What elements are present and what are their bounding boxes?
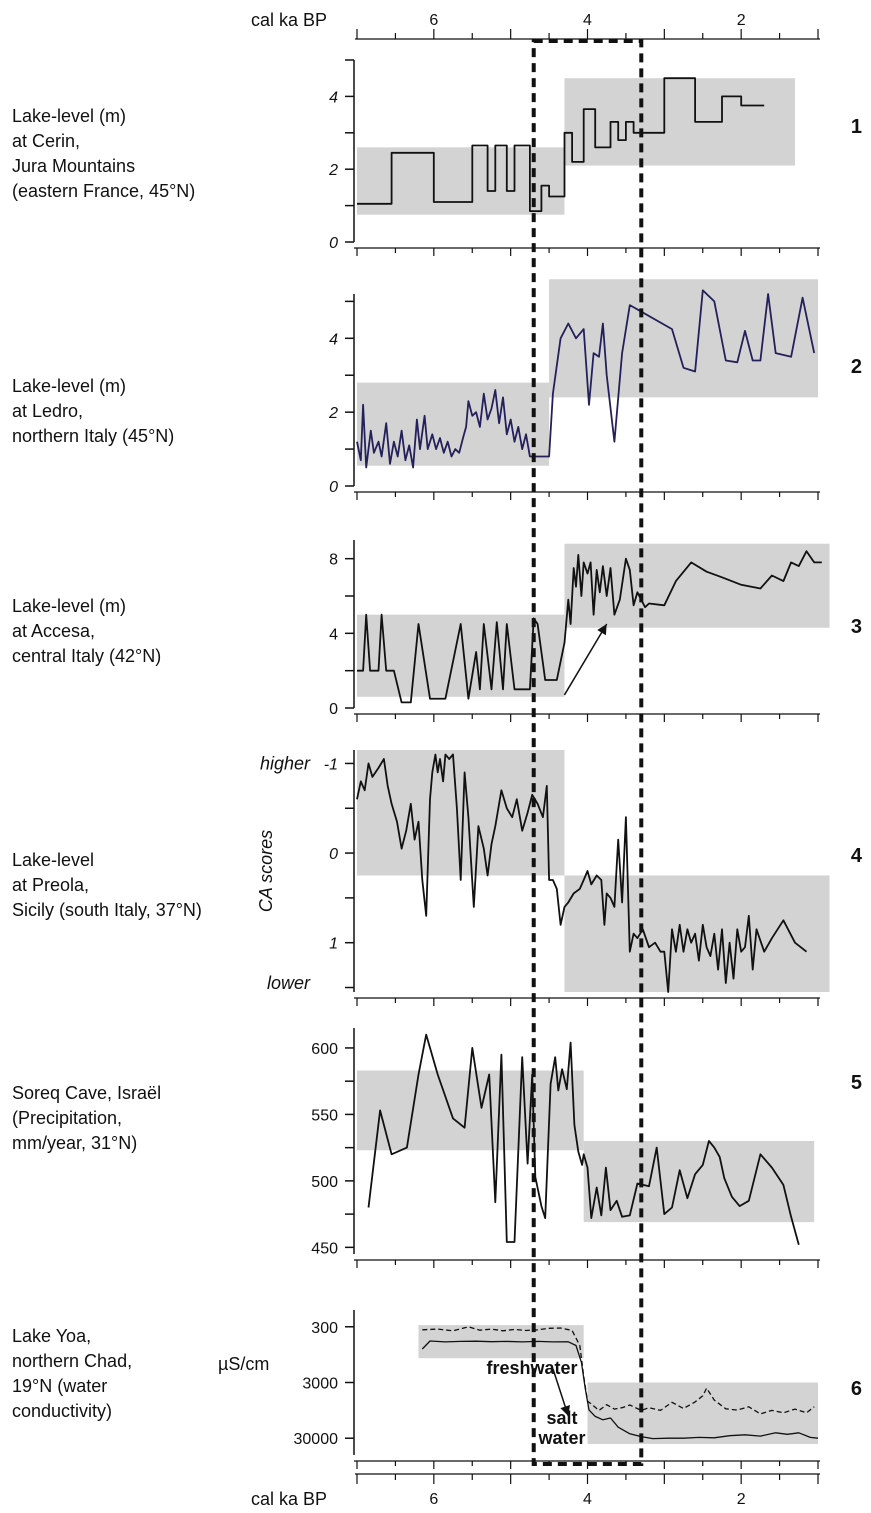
highlight-window-rect: [531, 39, 644, 1466]
panel-number: 4: [851, 845, 863, 867]
arrow-head: [597, 624, 607, 636]
shaded-box-1: [357, 1070, 584, 1151]
y-tick-label: 0: [329, 235, 338, 252]
y-axis-label: µS/cm: [218, 1354, 269, 1374]
data-series-1: [357, 77, 765, 213]
data-series-1: [357, 550, 822, 704]
annotation-salt: salt: [546, 1408, 577, 1428]
panel-label-line: mm/year, 31°N): [12, 1133, 137, 1153]
y-tick-label: 0: [329, 479, 338, 496]
panel-label-line: Lake Yoa,: [12, 1326, 91, 1346]
shaded-box-2: [583, 1141, 815, 1223]
panel-1: 0 2 4 Lake-level (m) at Cerin, Jura Mountains…: [12, 59, 862, 256]
y-tick-label: 4: [329, 89, 338, 106]
panel-label-line: northern Italy (45°N): [12, 426, 174, 446]
y-annotation-lower: lower: [267, 973, 311, 993]
arrow-head: [560, 1405, 570, 1416]
panel-label-line: at Ledro,: [12, 401, 83, 421]
shaded-box-2: [587, 1382, 818, 1444]
y-tick-label: 2: [328, 405, 338, 422]
y-tick-label: 300: [311, 1320, 338, 1337]
y-tick-label: 4: [329, 331, 338, 348]
y-tick-label: 550: [311, 1107, 338, 1124]
shaded-box-2: [564, 543, 830, 628]
panel-number: 3: [851, 616, 862, 638]
y-tick-label: 1: [329, 936, 338, 953]
shaded-box-2: [549, 279, 818, 398]
axis-tick-label: 4: [583, 12, 592, 29]
panel-label-line: Jura Mountains: [12, 156, 135, 176]
y-tick-label: 0: [329, 846, 338, 863]
top-x-axis: cal ka BP 6 4 2: [251, 10, 820, 40]
panel-label-line: Soreq Cave, Israël: [12, 1083, 161, 1103]
panel-number: 6: [851, 1378, 862, 1400]
y-tick-label: -1: [324, 756, 338, 773]
data-series-1: [356, 289, 816, 469]
y-tick-label: 4: [329, 626, 338, 643]
y-axis-label: CA scores: [256, 830, 276, 912]
shaded-box-2: [564, 78, 795, 166]
panel-label-line: Lake-level (m): [12, 596, 126, 616]
annotation-water: water: [537, 1428, 585, 1448]
data-series-1: [367, 1033, 800, 1245]
panel-label-line: Sicily (south Italy, 37°N): [12, 900, 202, 920]
y-tick-label: 3000: [302, 1376, 338, 1393]
axis-tick-label: 6: [429, 12, 438, 29]
panel-label-line: northern Chad,: [12, 1351, 132, 1371]
highlight-window: [531, 39, 644, 1466]
panel-6: 300 3000 30000 Lake Yoa, northern Chad, 19°N …: [12, 1310, 862, 1469]
bottom-x-axis: cal ka BP 6 4 2: [251, 1473, 820, 1509]
arrow-line: [563, 623, 608, 696]
panel-3: 0 4 8 Lake-level (m) at Accesa, central Italy…: [12, 540, 862, 722]
panel-label-line: (eastern France, 45°N): [12, 181, 195, 201]
panel-number: 5: [851, 1072, 862, 1094]
top-x-axis-label: cal ka BP: [251, 10, 327, 30]
panel-label-line: Lake-level (m): [12, 376, 126, 396]
annotation-freshwater: freshwater: [486, 1358, 577, 1378]
panel-label-line: (Precipitation,: [12, 1108, 122, 1128]
panel-label-line: Lake-level (m): [12, 106, 126, 126]
y-annotation-higher: higher: [260, 753, 311, 773]
y-tick-label: 600: [311, 1041, 338, 1058]
panel-label-line: at Preola,: [12, 875, 89, 895]
panel-5: 450 500 550 600 Soreq Cave, Israël (Precipita…: [12, 1028, 862, 1268]
panel-label-line: at Accesa,: [12, 621, 95, 641]
data-series-1: [422, 1326, 815, 1415]
y-tick-label: 500: [311, 1174, 338, 1191]
panel-2: 0 2 4 Lake-level (m) at Ledro, northern Italy…: [12, 279, 862, 500]
panel-label-line: conductivity): [12, 1401, 112, 1421]
axis-tick-label: 2: [737, 12, 746, 29]
axis-tick-label: 2: [737, 1491, 746, 1508]
y-tick-label: 450: [311, 1240, 338, 1257]
y-tick-label: 30000: [294, 1431, 339, 1448]
panel-label-line: central Italy (42°N): [12, 646, 161, 666]
panel-label-line: Lake-level: [12, 850, 94, 870]
axis-tick-label: 4: [583, 1491, 592, 1508]
panel-4: -1 0 1 Lake-level at Preola, Sicily (south It…: [12, 750, 863, 1006]
panel-number: 2: [851, 356, 862, 378]
y-tick-label: 8: [329, 552, 338, 569]
panel-label-line: 19°N (water: [12, 1376, 107, 1396]
panel-number: 1: [851, 116, 862, 138]
y-tick-label: 0: [329, 701, 338, 718]
y-tick-label: 2: [328, 162, 338, 179]
axis-tick-label: 6: [429, 1491, 438, 1508]
data-series-1: [356, 753, 808, 993]
bottom-x-axis-label: cal ka BP: [251, 1489, 327, 1509]
panel-label-line: at Cerin,: [12, 131, 80, 151]
data-series-2: [421, 1340, 819, 1440]
